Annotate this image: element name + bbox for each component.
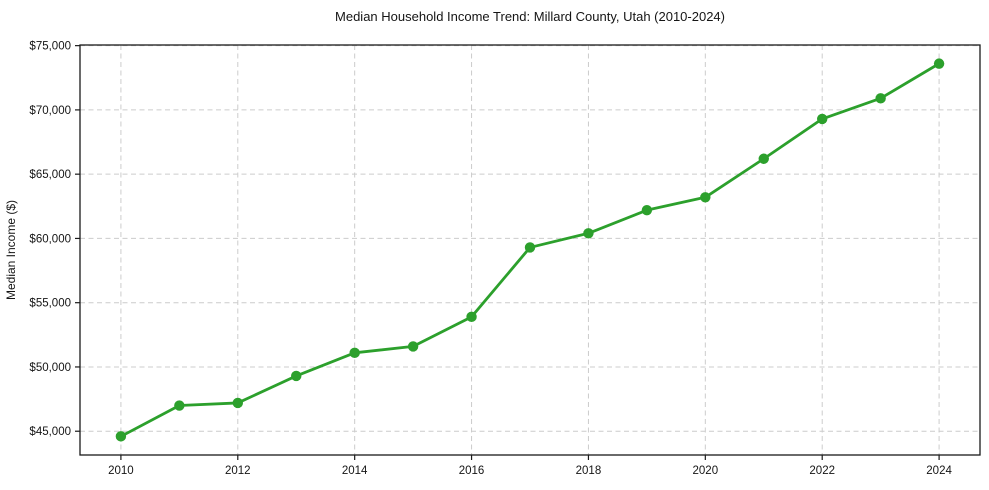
data-point-2015 [407,341,419,352]
y-tick-label: $55,000 [29,298,71,310]
x-tick-label: 2016 [459,465,485,477]
data-point-2011 [174,400,185,411]
data-point-2023 [875,93,886,104]
y-axis-label: Median Income ($) [4,200,18,300]
y-tick-label: $60,000 [29,233,71,245]
data-point-2022 [817,113,828,125]
data-point-2020 [700,192,711,203]
x-tick-label: 2022 [809,465,835,477]
x-tick-label: 2018 [576,465,602,477]
x-tick-label: 2010 [108,465,134,477]
data-point-2013 [291,370,302,382]
y-tick-label: $75,000 [29,41,71,53]
y-tick-label: $70,000 [29,105,71,117]
x-tick-label: 2012 [225,465,251,477]
y-tick-label: $50,000 [29,362,71,374]
x-tick-label: 2014 [342,465,368,477]
chart-title: Median Household Income Trend: Millard C… [335,9,725,24]
plot-frame [79,44,981,456]
data-point-2010 [115,431,127,442]
x-tick-label: 2024 [926,465,952,477]
y-tick-label: $65,000 [29,169,71,181]
y-tick-label: $45,000 [29,426,71,438]
data-point-2014 [349,347,360,359]
data-point-2012 [232,397,243,409]
data-point-2019 [641,204,653,216]
x-tick-label: 2020 [693,465,719,477]
data-point-2016 [466,311,477,323]
data-point-2017 [524,242,536,253]
data-point-2018 [583,228,594,239]
data-point-2024 [933,58,945,69]
data-point-2021 [758,153,769,164]
